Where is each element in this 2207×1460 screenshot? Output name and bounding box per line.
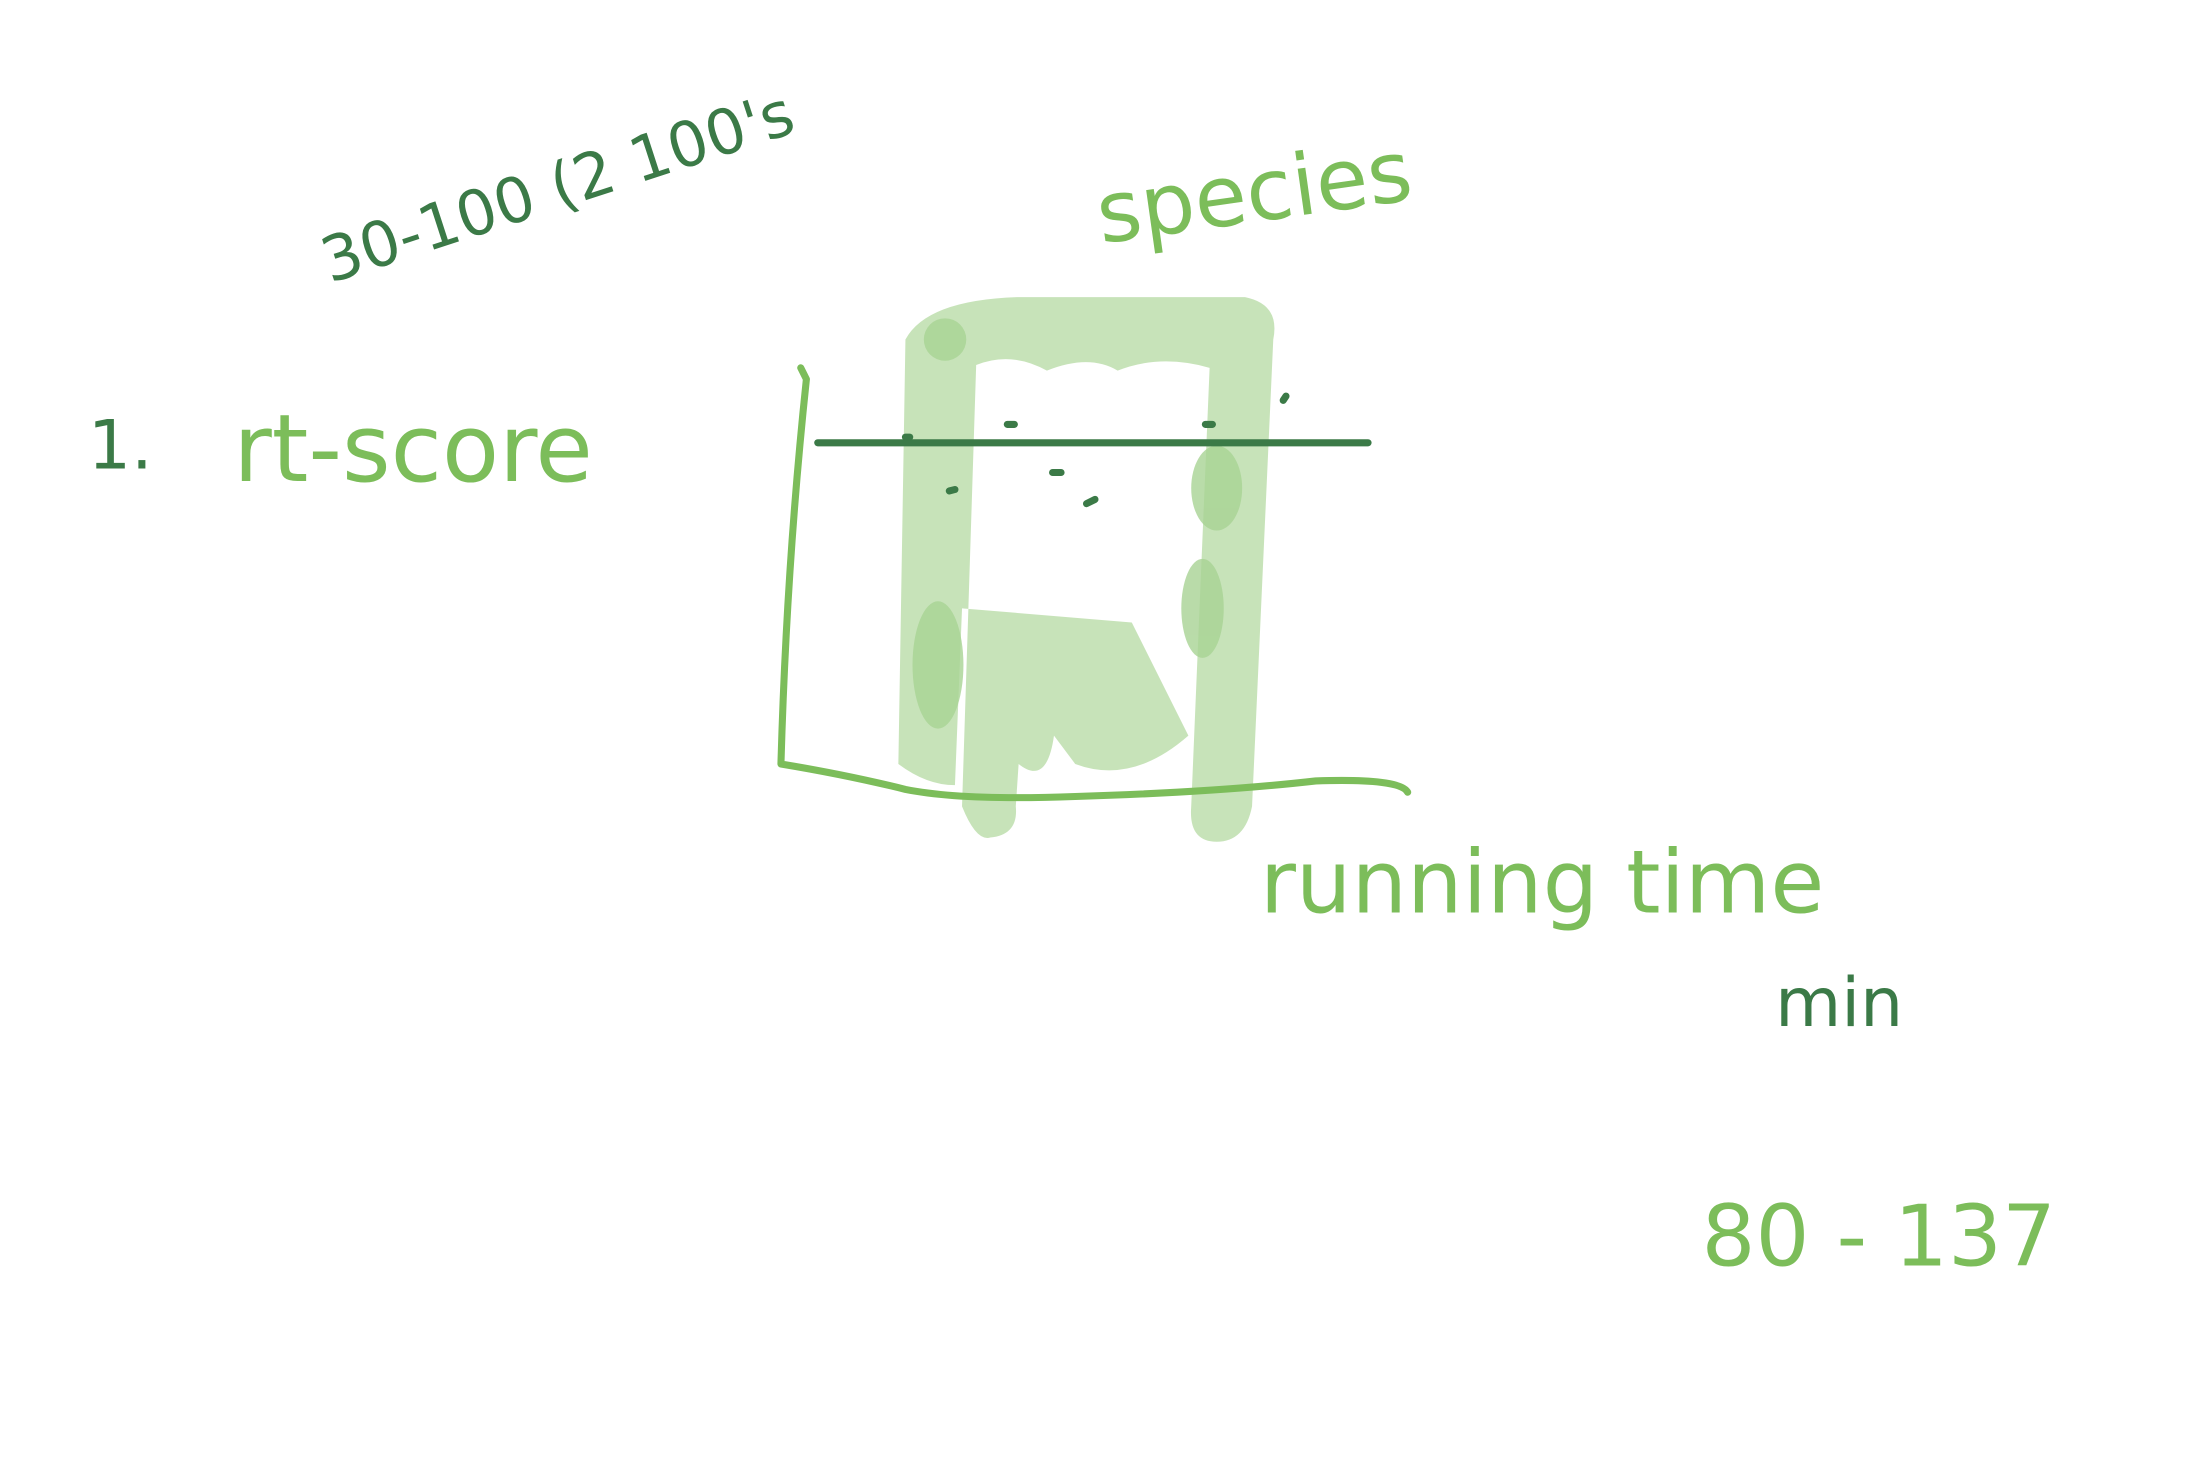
axes xyxy=(777,364,1412,802)
y-axis-label: rt-score xyxy=(233,395,593,504)
species-highlight xyxy=(898,297,1275,842)
x-axis-label: running time xyxy=(1260,831,1824,933)
overlap-blob xyxy=(1181,558,1224,658)
dot xyxy=(945,485,959,495)
species-label: species xyxy=(1090,122,1418,264)
dot xyxy=(1082,495,1099,508)
x-range: 80 - 137 xyxy=(1701,1188,2056,1287)
overlap-blob xyxy=(923,318,967,361)
dot xyxy=(1279,392,1290,404)
overlap-blob xyxy=(1191,445,1243,531)
overlap-blob xyxy=(912,601,964,729)
highlight-overlap xyxy=(912,318,1243,729)
highlight-stroke xyxy=(898,297,1275,842)
x-unit: min xyxy=(1775,964,1903,1043)
item-number: 1. xyxy=(88,406,153,485)
range-note: 30-100 (2 100's xyxy=(312,76,803,298)
scatter-dots xyxy=(901,392,1290,508)
